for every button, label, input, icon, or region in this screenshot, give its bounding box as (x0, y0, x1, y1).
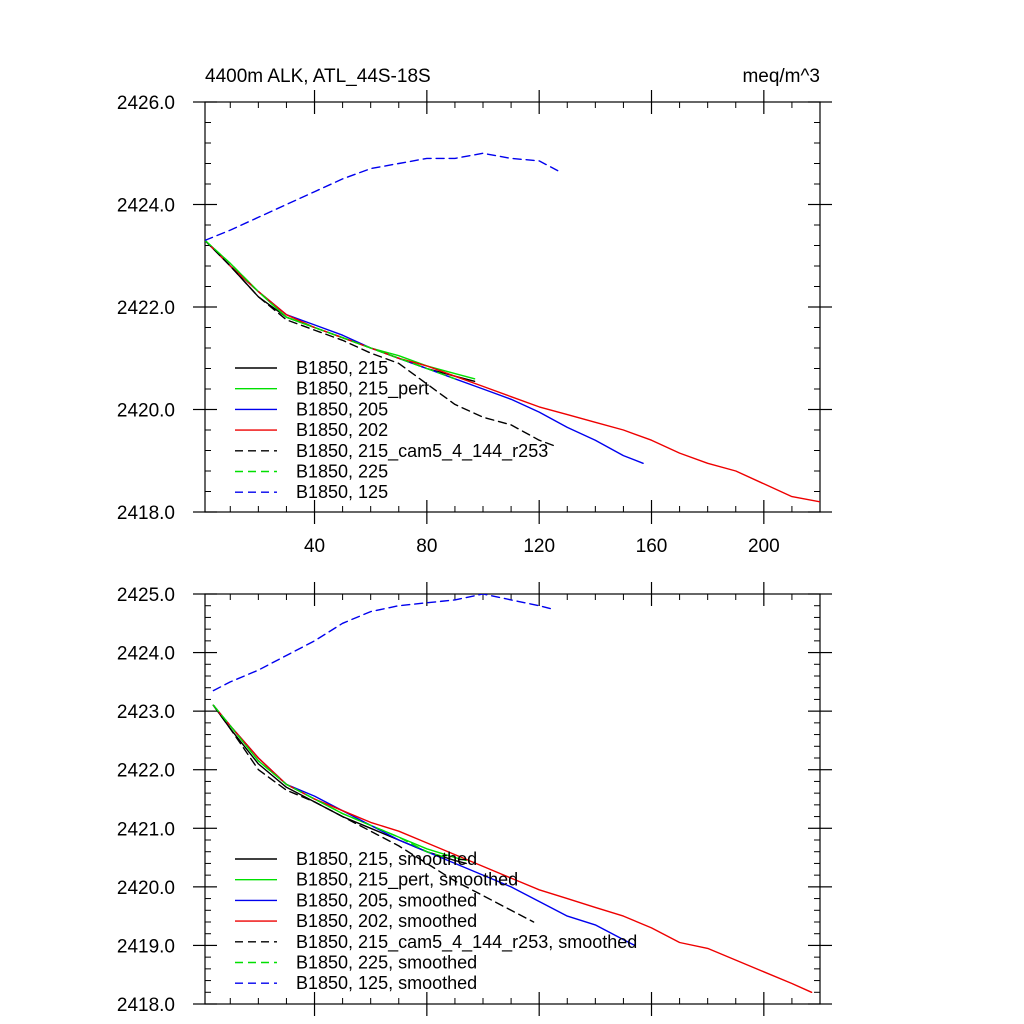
legend-label: B1850, 215_pert, smoothed (296, 870, 518, 891)
y-tick-label: 2420.0 (117, 878, 175, 899)
y-tick-label: 2424.0 (117, 644, 175, 665)
y-tick-label: 2422.0 (117, 298, 175, 319)
series-line-7 (205, 152, 560, 242)
y-tick-label: 2426.0 (117, 93, 175, 114)
y-tick-label: 2425.0 (117, 585, 175, 606)
x-tick-label: 160 (636, 536, 668, 557)
legend-label: B1850, 225, smoothed (296, 953, 477, 973)
series-line-2 (212, 704, 467, 862)
chart-panel-bottom: 2418.0 2419.0 2420.0 2421.0 2422.0 2423.0 2424… (117, 582, 832, 1016)
legend-label: B1850, 125, smoothed (296, 973, 477, 993)
legend-label: B1850, 205 (296, 399, 388, 419)
legend-label: B1850, 215 (296, 358, 388, 378)
x-tick-label: 40 (304, 536, 325, 557)
plot-area-frame (204, 593, 821, 1005)
series-line-5 (205, 239, 554, 447)
x-tick-label: 120 (523, 536, 555, 557)
series-line-7 (212, 594, 552, 692)
chart-panel-top: 4400m ALK, ATL_44S-18S meq/m^3 40 80 120 16… (117, 66, 832, 557)
series-line-6 (205, 239, 456, 380)
series-line-5 (212, 704, 535, 923)
y-tick-label: 2418.0 (117, 995, 175, 1016)
legend-label: B1850, 125 (296, 482, 388, 502)
x-tick-label: 200 (748, 536, 780, 557)
y-tick-label: 2421.0 (117, 819, 175, 840)
y-tick-label: 2422.0 (117, 761, 175, 782)
y-tick-label: 2418.0 (117, 503, 175, 524)
legend-label: B1850, 215, smoothed (296, 849, 477, 869)
series-layer (205, 152, 820, 503)
series-layer (212, 594, 813, 993)
axis-ticks: 2418.0 2419.0 2420.0 2421.0 2422.0 2423.0 2424… (117, 582, 832, 1016)
series-line-6 (212, 704, 448, 859)
y-tick-label: 2419.0 (117, 936, 175, 957)
legend-label: B1850, 225 (296, 462, 388, 482)
legend-label: B1850, 215_cam5_4_144_r253 (296, 441, 548, 462)
legend-label: B1850, 202, smoothed (296, 911, 477, 931)
units-label: meq/m^3 (742, 66, 820, 87)
y-tick-label: 2423.0 (117, 702, 175, 723)
legend-label: B1850, 205, smoothed (296, 890, 477, 910)
axis-ticks: 40 80 120 160 200 2418.0 2420.0 2422.0 2424.0 242… (117, 90, 832, 557)
y-tick-label: 2420.0 (117, 401, 175, 422)
legend-label: B1850, 215_pert (296, 379, 429, 400)
legend-label: B1850, 202 (296, 420, 388, 440)
y-tick-label: 2424.0 (117, 196, 175, 217)
legend-label: B1850, 215_cam5_4_144_r253, smoothed (296, 932, 637, 953)
x-tick-label: 80 (416, 536, 437, 557)
series-line-4 (212, 704, 813, 993)
series-line-1 (212, 704, 467, 865)
series-line-4 (205, 239, 820, 503)
chart-title: 4400m ALK, ATL_44S-18S (205, 66, 431, 87)
